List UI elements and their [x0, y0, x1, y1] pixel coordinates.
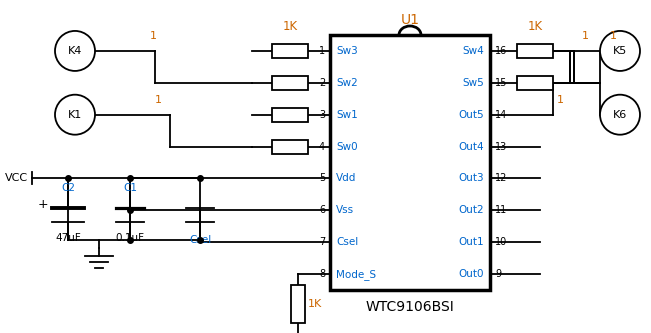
- Text: 12: 12: [495, 173, 507, 183]
- Text: 47uF: 47uF: [55, 233, 81, 243]
- Text: 0.1uF: 0.1uF: [115, 233, 145, 243]
- Text: WTC9106BSI: WTC9106BSI: [366, 300, 454, 314]
- Text: 13: 13: [495, 142, 507, 152]
- Text: Csel: Csel: [336, 237, 358, 247]
- Text: 6: 6: [319, 205, 325, 215]
- Bar: [517, 44, 553, 58]
- Bar: [330, 35, 490, 290]
- Text: 2: 2: [319, 78, 325, 88]
- Bar: [291, 285, 305, 323]
- Text: Out0: Out0: [458, 269, 484, 279]
- Text: Out5: Out5: [458, 110, 484, 120]
- Text: Sw5: Sw5: [462, 78, 484, 88]
- Text: 4: 4: [319, 142, 325, 152]
- Text: Out4: Out4: [458, 142, 484, 152]
- Text: 1: 1: [610, 31, 617, 41]
- Text: 1: 1: [557, 95, 564, 105]
- Text: 9: 9: [495, 269, 501, 279]
- Text: Out3: Out3: [458, 173, 484, 183]
- Text: Sw1: Sw1: [336, 110, 358, 120]
- Bar: [272, 108, 308, 122]
- Bar: [272, 44, 308, 58]
- Text: Out1: Out1: [458, 237, 484, 247]
- Text: U1: U1: [400, 13, 419, 27]
- Text: 1: 1: [319, 46, 325, 56]
- Circle shape: [55, 31, 95, 71]
- Text: 15: 15: [495, 78, 507, 88]
- Text: Sw3: Sw3: [336, 46, 358, 56]
- Text: Mode_S: Mode_S: [336, 269, 376, 279]
- Circle shape: [55, 95, 95, 135]
- Text: 5: 5: [319, 173, 325, 183]
- Text: 1: 1: [150, 31, 156, 41]
- Text: Out2: Out2: [458, 205, 484, 215]
- Text: 1: 1: [154, 95, 161, 105]
- Text: 1: 1: [581, 31, 589, 41]
- Text: K1: K1: [68, 110, 82, 120]
- Text: VCC: VCC: [5, 173, 28, 183]
- Text: 10: 10: [495, 237, 507, 247]
- Text: K5: K5: [613, 46, 627, 56]
- Text: C1: C1: [123, 183, 137, 193]
- Circle shape: [600, 95, 640, 135]
- Text: +: +: [37, 198, 48, 211]
- Circle shape: [600, 31, 640, 71]
- Text: 1K: 1K: [527, 20, 542, 33]
- Text: 8: 8: [319, 269, 325, 279]
- Text: 7: 7: [319, 237, 325, 247]
- Text: Sw2: Sw2: [336, 78, 358, 88]
- Text: 11: 11: [495, 205, 507, 215]
- Text: 16: 16: [495, 46, 507, 56]
- Text: 14: 14: [495, 110, 507, 120]
- Text: 1K: 1K: [283, 20, 298, 33]
- Text: Csel: Csel: [189, 235, 211, 245]
- Bar: [272, 76, 308, 90]
- Text: K6: K6: [613, 110, 627, 120]
- Text: C2: C2: [61, 183, 75, 193]
- Text: K4: K4: [68, 46, 82, 56]
- Text: Sw4: Sw4: [462, 46, 484, 56]
- Text: Sw0: Sw0: [336, 142, 357, 152]
- Text: Vss: Vss: [336, 205, 354, 215]
- Text: 1K: 1K: [308, 299, 322, 309]
- Bar: [517, 76, 553, 90]
- Text: Vdd: Vdd: [336, 173, 356, 183]
- Bar: [272, 140, 308, 154]
- Text: 3: 3: [319, 110, 325, 120]
